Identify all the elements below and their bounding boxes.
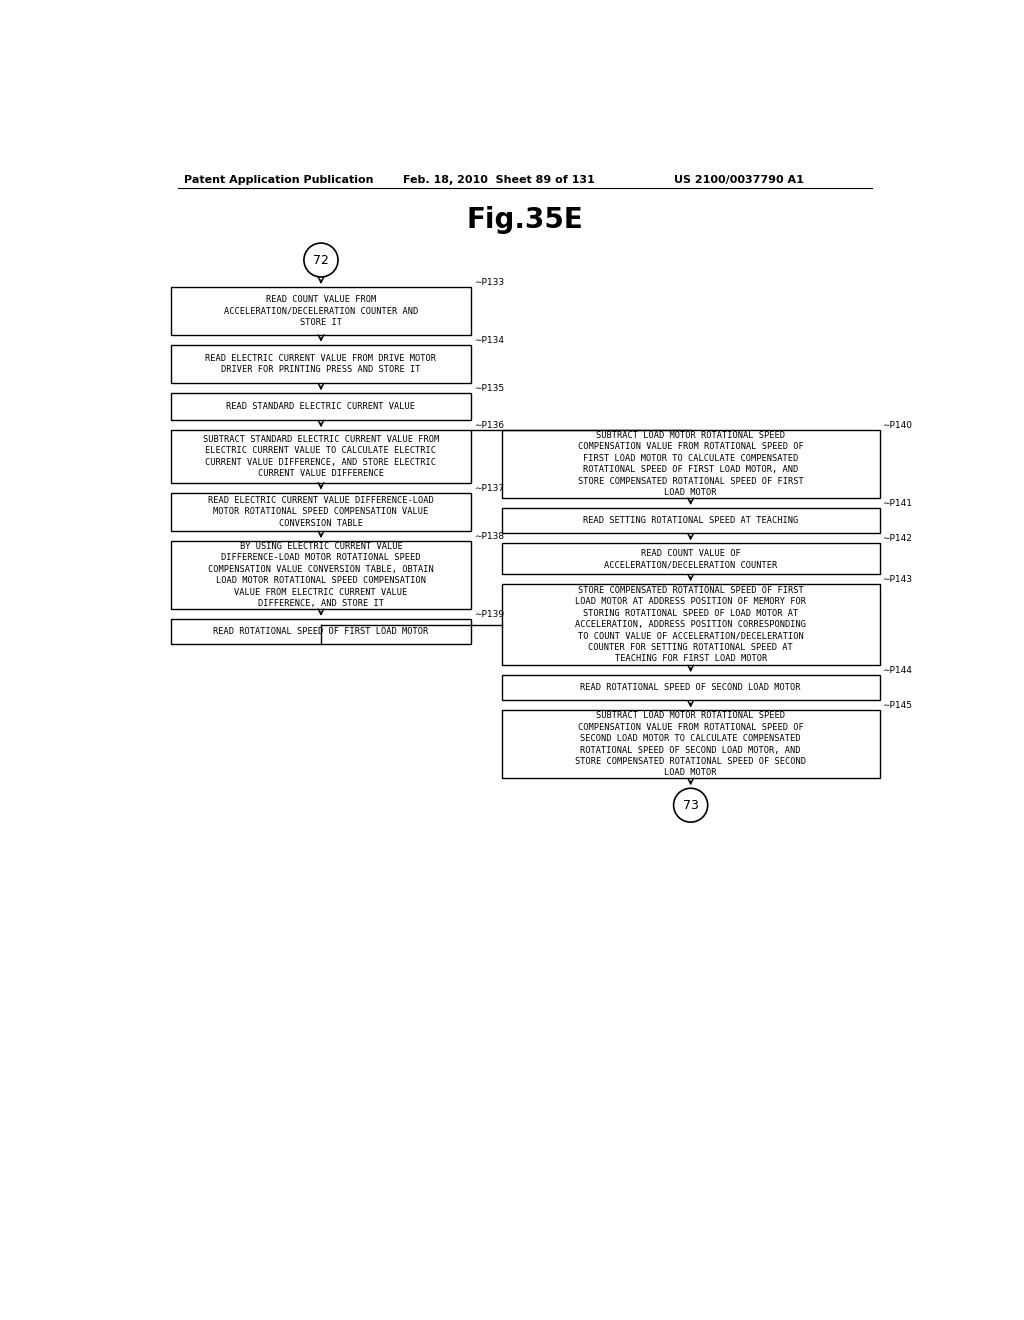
Text: STORE COMPENSATED ROTATIONAL SPEED OF FIRST
LOAD MOTOR AT ADDRESS POSITION OF ME: STORE COMPENSATED ROTATIONAL SPEED OF FI… bbox=[575, 586, 806, 664]
Text: Feb. 18, 2010  Sheet 89 of 131: Feb. 18, 2010 Sheet 89 of 131 bbox=[403, 176, 595, 185]
Bar bbox=[502, 508, 880, 533]
Text: ∼P136: ∼P136 bbox=[474, 421, 504, 430]
Bar bbox=[502, 675, 880, 701]
Text: ∼P143: ∼P143 bbox=[882, 576, 912, 585]
Bar bbox=[171, 492, 471, 531]
Text: 72: 72 bbox=[313, 253, 329, 267]
Text: ∼P144: ∼P144 bbox=[882, 667, 912, 675]
Bar bbox=[171, 286, 471, 335]
Text: ∼P140: ∼P140 bbox=[882, 421, 912, 430]
Text: ∼P142: ∼P142 bbox=[882, 535, 912, 544]
Bar bbox=[171, 430, 471, 483]
Text: ∼P141: ∼P141 bbox=[882, 499, 912, 508]
Bar bbox=[502, 544, 880, 574]
Text: US 2100/0037790 A1: US 2100/0037790 A1 bbox=[675, 176, 804, 185]
Text: SUBTRACT LOAD MOTOR ROTATIONAL SPEED
COMPENSATION VALUE FROM ROTATIONAL SPEED OF: SUBTRACT LOAD MOTOR ROTATIONAL SPEED COM… bbox=[575, 711, 806, 777]
Text: SUBTRACT STANDARD ELECTRIC CURRENT VALUE FROM
ELECTRIC CURRENT VALUE TO CALCULAT: SUBTRACT STANDARD ELECTRIC CURRENT VALUE… bbox=[203, 434, 439, 478]
Text: READ COUNT VALUE FROM
ACCELERATION/DECELERATION COUNTER AND
STORE IT: READ COUNT VALUE FROM ACCELERATION/DECEL… bbox=[224, 294, 418, 327]
Text: READ ROTATIONAL SPEED OF FIRST LOAD MOTOR: READ ROTATIONAL SPEED OF FIRST LOAD MOTO… bbox=[213, 627, 429, 636]
Text: ∼P137: ∼P137 bbox=[474, 483, 504, 492]
Bar bbox=[171, 393, 471, 420]
Text: READ SETTING ROTATIONAL SPEED AT TEACHING: READ SETTING ROTATIONAL SPEED AT TEACHIN… bbox=[583, 516, 799, 525]
Text: 73: 73 bbox=[683, 799, 698, 812]
Text: READ ELECTRIC CURRENT VALUE FROM DRIVE MOTOR
DRIVER FOR PRINTING PRESS AND STORE: READ ELECTRIC CURRENT VALUE FROM DRIVE M… bbox=[206, 354, 436, 374]
Bar bbox=[502, 585, 880, 665]
Text: READ ROTATIONAL SPEED OF SECOND LOAD MOTOR: READ ROTATIONAL SPEED OF SECOND LOAD MOT… bbox=[581, 684, 801, 692]
Text: ∼P138: ∼P138 bbox=[474, 532, 504, 541]
Text: Fig.35E: Fig.35E bbox=[466, 206, 584, 234]
Text: ∼P139: ∼P139 bbox=[474, 610, 504, 619]
Text: SUBTRACT LOAD MOTOR ROTATIONAL SPEED
COMPENSATION VALUE FROM ROTATIONAL SPEED OF: SUBTRACT LOAD MOTOR ROTATIONAL SPEED COM… bbox=[578, 430, 804, 498]
Text: BY USING ELECTRIC CURRENT VALUE
DIFFERENCE-LOAD MOTOR ROTATIONAL SPEED
COMPENSAT: BY USING ELECTRIC CURRENT VALUE DIFFEREN… bbox=[208, 541, 434, 609]
Text: ∼P135: ∼P135 bbox=[474, 384, 504, 393]
Bar bbox=[171, 541, 471, 609]
Circle shape bbox=[304, 243, 338, 277]
Bar bbox=[171, 345, 471, 383]
Bar bbox=[502, 430, 880, 498]
Text: READ ELECTRIC CURRENT VALUE DIFFERENCE-LOAD
MOTOR ROTATIONAL SPEED COMPENSATION : READ ELECTRIC CURRENT VALUE DIFFERENCE-L… bbox=[208, 496, 434, 528]
Circle shape bbox=[674, 788, 708, 822]
Text: READ STANDARD ELECTRIC CURRENT VALUE: READ STANDARD ELECTRIC CURRENT VALUE bbox=[226, 403, 416, 412]
Text: Patent Application Publication: Patent Application Publication bbox=[183, 176, 374, 185]
Text: READ COUNT VALUE OF
ACCELERATION/DECELERATION COUNTER: READ COUNT VALUE OF ACCELERATION/DECELER… bbox=[604, 549, 777, 569]
Bar bbox=[171, 619, 471, 644]
Text: ∼P134: ∼P134 bbox=[474, 335, 504, 345]
Text: ∼P145: ∼P145 bbox=[882, 701, 912, 710]
Bar bbox=[502, 710, 880, 779]
Text: ∼P133: ∼P133 bbox=[474, 279, 504, 286]
